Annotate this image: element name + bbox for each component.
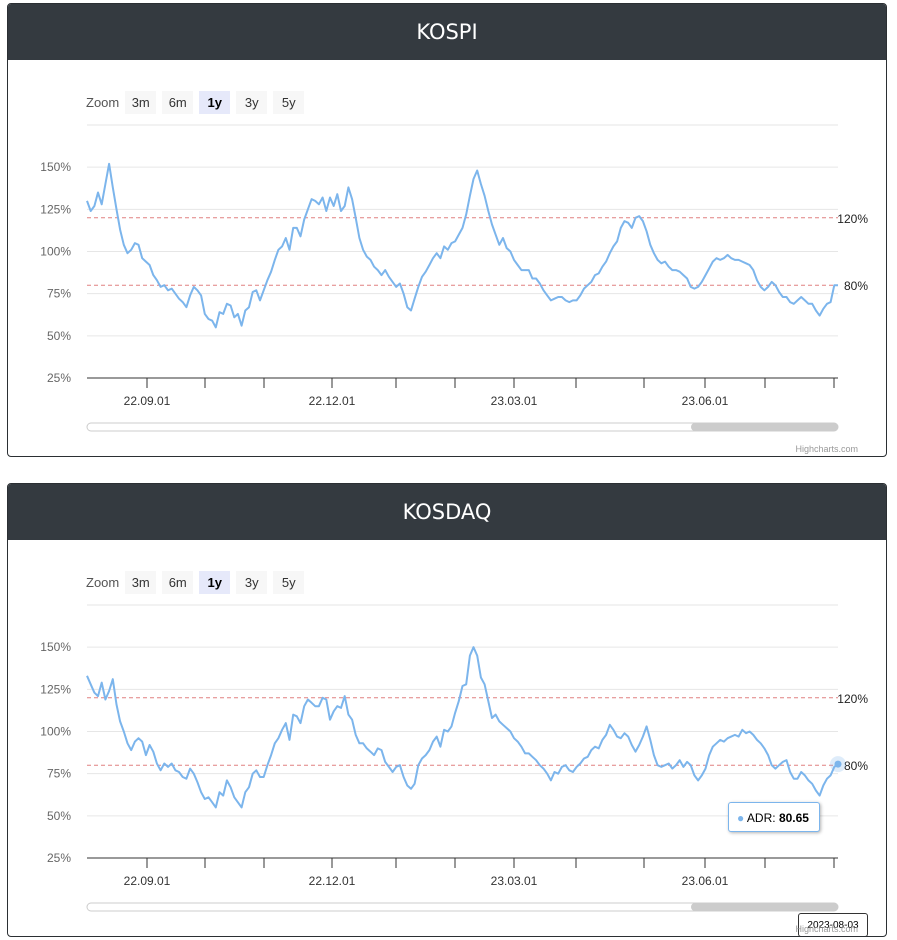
zoom-1y-button[interactable]: 1y	[199, 91, 231, 114]
x-tick-label: 22.09.01	[124, 874, 171, 888]
kosdaq-chart-card: KOSDAQ Zoom 3m 6m 1y 3y 5y 25% 50% 75% 100%…	[7, 483, 887, 937]
y-tick-label: 50%	[47, 329, 71, 343]
zoom-1y-button[interactable]: 1y	[199, 571, 231, 594]
y-tick-label: 125%	[40, 682, 71, 696]
threshold-label: 120%	[837, 692, 868, 706]
x-tick-label: 23.03.01	[491, 394, 538, 408]
zoom-selector: Zoom 3m 6m 1y 3y 5y	[86, 571, 310, 594]
chart-body: Zoom 3m 6m 1y 3y 5y 25% 50% 75% 100% 125% 150…	[8, 540, 886, 936]
x-tick-label: 22.12.01	[309, 394, 356, 408]
y-tick-label: 75%	[47, 287, 71, 301]
zoom-3m-button[interactable]: 3m	[125, 571, 157, 594]
x-tick-label: 23.03.01	[491, 874, 538, 888]
zoom-3y-button[interactable]: 3y	[236, 91, 268, 114]
y-tick-label: 50%	[47, 809, 71, 823]
series-dot-icon: ●	[737, 811, 745, 825]
series-line	[86, 646, 839, 809]
zoom-3m-button[interactable]: 3m	[125, 91, 157, 114]
navigator-handle	[691, 903, 838, 911]
tooltip-value: 80.65	[778, 811, 809, 825]
highcharts-credit[interactable]: Highcharts.com	[795, 924, 858, 934]
zoom-6m-button[interactable]: 6m	[162, 91, 194, 114]
chart-body: Zoom 3m 6m 1y 3y 5y 25% 50% 75% 100% 125% 150…	[8, 60, 886, 456]
y-tick-label: 25%	[47, 851, 71, 865]
zoom-5y-button[interactable]: 5y	[273, 571, 305, 594]
x-tick-label: 23.06.01	[682, 874, 729, 888]
highcharts-credit[interactable]: Highcharts.com	[795, 444, 858, 454]
zoom-5y-button[interactable]: 5y	[273, 91, 305, 114]
plot-area: 25% 50% 75% 100% 125% 150% 120% 80% 22.09.01 22.1…	[40, 604, 868, 912]
y-tick-label: 100%	[40, 725, 71, 739]
y-tick-label: 75%	[47, 767, 71, 781]
x-tick-label: 22.09.01	[124, 394, 171, 408]
threshold-label: 80%	[844, 759, 868, 773]
chart-title: KOSDAQ	[8, 484, 886, 540]
zoom-selector: Zoom 3m 6m 1y 3y 5y	[86, 91, 310, 114]
plot-area: 25% 50% 75% 100% 125% 150% 120% 80% 22.09.01 22.1…	[40, 124, 868, 432]
zoom-label: Zoom	[86, 575, 120, 590]
y-tick-label: 100%	[40, 245, 71, 259]
y-tick-label: 150%	[40, 160, 71, 174]
date-tooltip: 2023-08-03	[798, 913, 868, 936]
zoom-6m-button[interactable]: 6m	[162, 571, 194, 594]
y-tick-label: 125%	[40, 202, 71, 216]
series-line	[86, 162, 838, 329]
y-tick-label: 150%	[40, 640, 71, 654]
x-tick-label: 23.06.01	[682, 394, 729, 408]
y-tick-label: 25%	[47, 371, 71, 385]
tooltip-series: ADR	[746, 811, 773, 825]
x-tick-label: 22.12.01	[309, 874, 356, 888]
zoom-label: Zoom	[86, 95, 120, 110]
chart-title: KOSPI	[8, 4, 886, 60]
value-tooltip: ● ADR: 80.65	[728, 802, 820, 832]
threshold-label: 80%	[844, 279, 868, 293]
kospi-chart-card: KOSPI Zoom 3m 6m 1y 3y 5y 25% 50% 75% 100% 1…	[7, 3, 887, 457]
threshold-label: 120%	[837, 212, 868, 226]
hover-point	[834, 760, 842, 768]
zoom-3y-button[interactable]: 3y	[236, 571, 268, 594]
navigator-handle	[691, 423, 838, 431]
